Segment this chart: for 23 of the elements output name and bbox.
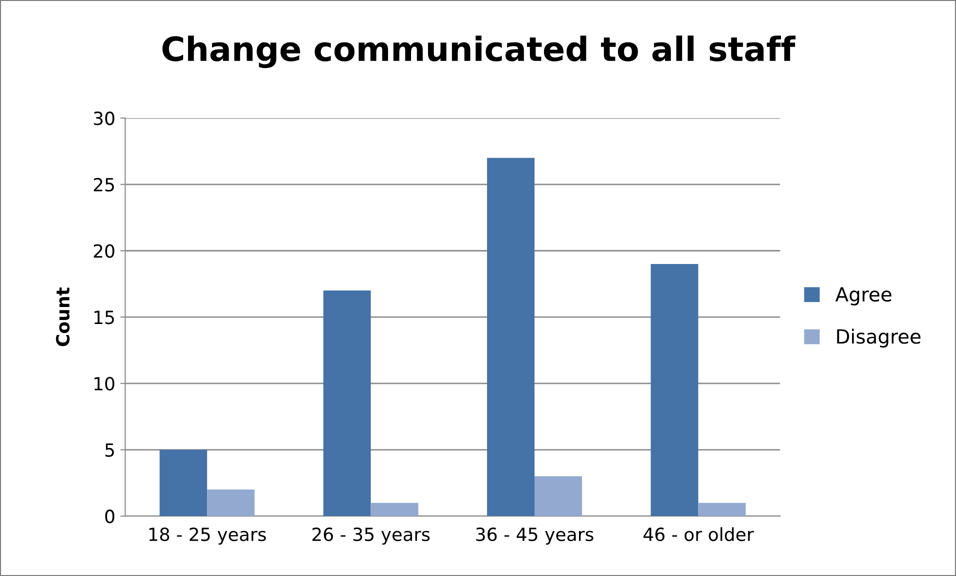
bar [207,490,255,516]
x-tick-label: 46 - or older [644,527,754,542]
legend-label: Agree [835,287,892,306]
bar [534,476,582,516]
y-tick-label: 10 [94,376,114,391]
y-tick-label: 30 [94,112,114,126]
chart-title: Change communicated to all staff [162,36,796,68]
y-tick-label: 25 [94,178,114,192]
y-tick-label: 0 [105,510,114,524]
x-tick-label: 26 - 35 years [312,528,430,545]
y-tick-label: 20 [94,244,114,258]
x-tick-label: 18 - 25 years [149,528,266,545]
bar [698,502,746,516]
bar [323,290,371,516]
legend-label: Disagree [837,328,920,348]
y-tick-label: 15 [94,310,114,324]
bar [160,450,208,516]
y-axis-title: Count [56,288,70,346]
x-tick-label: 36 - 45 years [476,528,594,545]
y-tick-label: 5 [105,443,114,457]
bar [487,158,535,516]
bar [370,502,418,516]
bar [650,264,698,516]
